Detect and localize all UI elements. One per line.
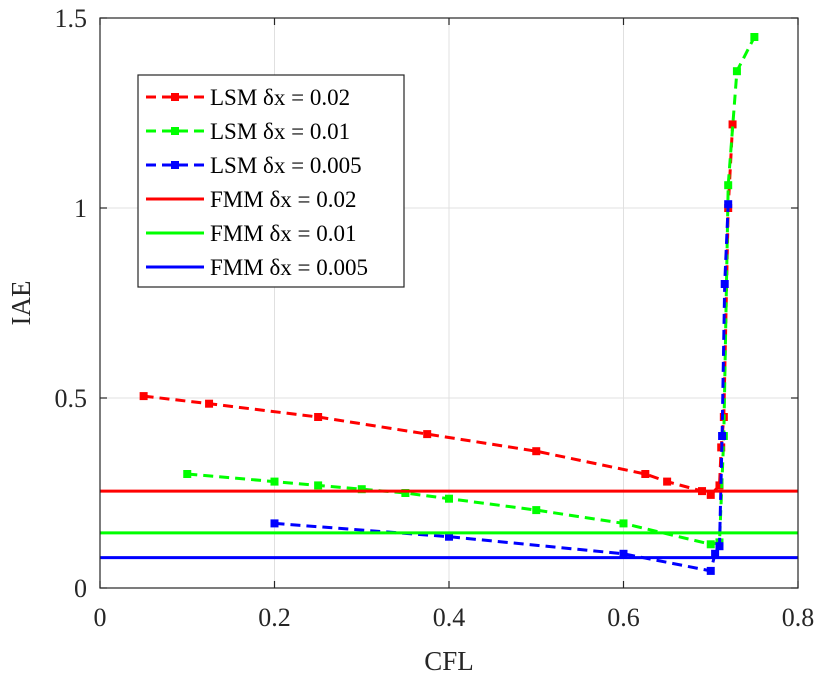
y-tick-label-3: 1.5 (55, 4, 88, 33)
legend-label-4: FMM δx = 0.01 (210, 221, 357, 246)
data-point-0-13 (728, 120, 737, 129)
legend-label-5: FMM δx = 0.005 (210, 255, 368, 280)
ticks: 0 0.2 0.4 0.6 0.8 0 0.5 1 1.5 (55, 4, 815, 632)
data-point-1-0 (183, 470, 192, 478)
data-point-2-2 (619, 549, 628, 558)
data-point-2-0 (270, 519, 279, 528)
data-point-0-4 (532, 447, 541, 456)
x-tick-label-1: 0.2 (258, 603, 291, 632)
legend-marker-2 (171, 161, 179, 169)
legend-item-lsm-x-0-01: LSM δx = 0.01 (146, 119, 350, 144)
data-point-2-1 (445, 532, 453, 541)
data-point-0-1 (205, 399, 214, 408)
legend-label-3: FMM δx = 0.02 (210, 187, 357, 212)
legend-label-0: LSM δx = 0.02 (210, 85, 350, 110)
data-point-2-4 (711, 549, 720, 558)
data-point-1-11 (724, 181, 733, 190)
legend-box (137, 74, 405, 288)
series-layer (100, 33, 798, 575)
legend-label-2: LSM δx = 0.005 (210, 153, 362, 178)
data-point-1-3 (357, 485, 366, 494)
series-lsm-x-0-005 (270, 200, 733, 575)
data-point-1-5 (445, 494, 453, 503)
legend-label-1: LSM δx = 0.01 (210, 119, 350, 144)
x-tick-label-2: 0.4 (433, 603, 466, 632)
data-point-1-4 (401, 489, 410, 497)
series-line-0 (143, 124, 735, 497)
data-point-1-12 (732, 67, 741, 76)
data-point-1-2 (314, 481, 323, 490)
data-point-0-0 (139, 392, 148, 401)
data-point-0-6 (663, 477, 672, 486)
legend-item-fmm-x-0-005: FMM δx = 0.005 (146, 255, 368, 280)
data-point-0-8 (706, 490, 715, 499)
x-tick-label-0: 0 (94, 603, 107, 632)
data-point-2-5 (715, 542, 724, 551)
legend-item-lsm-x-0-02: LSM δx = 0.02 (146, 85, 350, 110)
y-tick-label-1: 0.5 (55, 384, 88, 413)
x-axis-label: CFL (424, 646, 474, 676)
legend-item-fmm-x-0-01: FMM δx = 0.01 (146, 221, 357, 246)
y-tick-label-0: 0 (74, 574, 87, 603)
data-point-2-7 (720, 280, 729, 288)
x-tick-label-3: 0.6 (607, 603, 640, 632)
data-point-2-8 (724, 200, 733, 209)
y-tick-label-2: 1 (74, 194, 87, 223)
data-point-1-7 (619, 519, 628, 528)
legend-item-lsm-x-0-005: LSM δx = 0.005 (146, 153, 362, 178)
legend-marker-1 (171, 127, 179, 135)
legend: LSM δx = 0.02 LSM δx = 0.01 LSM δx = 0.005… (137, 74, 405, 288)
y-axis-label: IAE (6, 281, 36, 326)
data-point-1-8 (706, 540, 715, 549)
legend-marker-0 (171, 93, 179, 101)
legend-item-fmm-x-0-02: FMM δx = 0.02 (146, 187, 357, 212)
data-point-0-9 (715, 481, 724, 490)
data-point-1-13 (750, 33, 759, 41)
data-point-1-6 (532, 506, 541, 515)
x-tick-label-4: 0.8 (782, 603, 815, 632)
data-point-2-6 (718, 432, 727, 440)
data-point-2-3 (706, 566, 715, 575)
data-point-0-3 (423, 430, 432, 439)
data-point-0-5 (641, 470, 650, 478)
data-point-1-1 (270, 477, 279, 486)
data-point-0-2 (314, 413, 323, 421)
